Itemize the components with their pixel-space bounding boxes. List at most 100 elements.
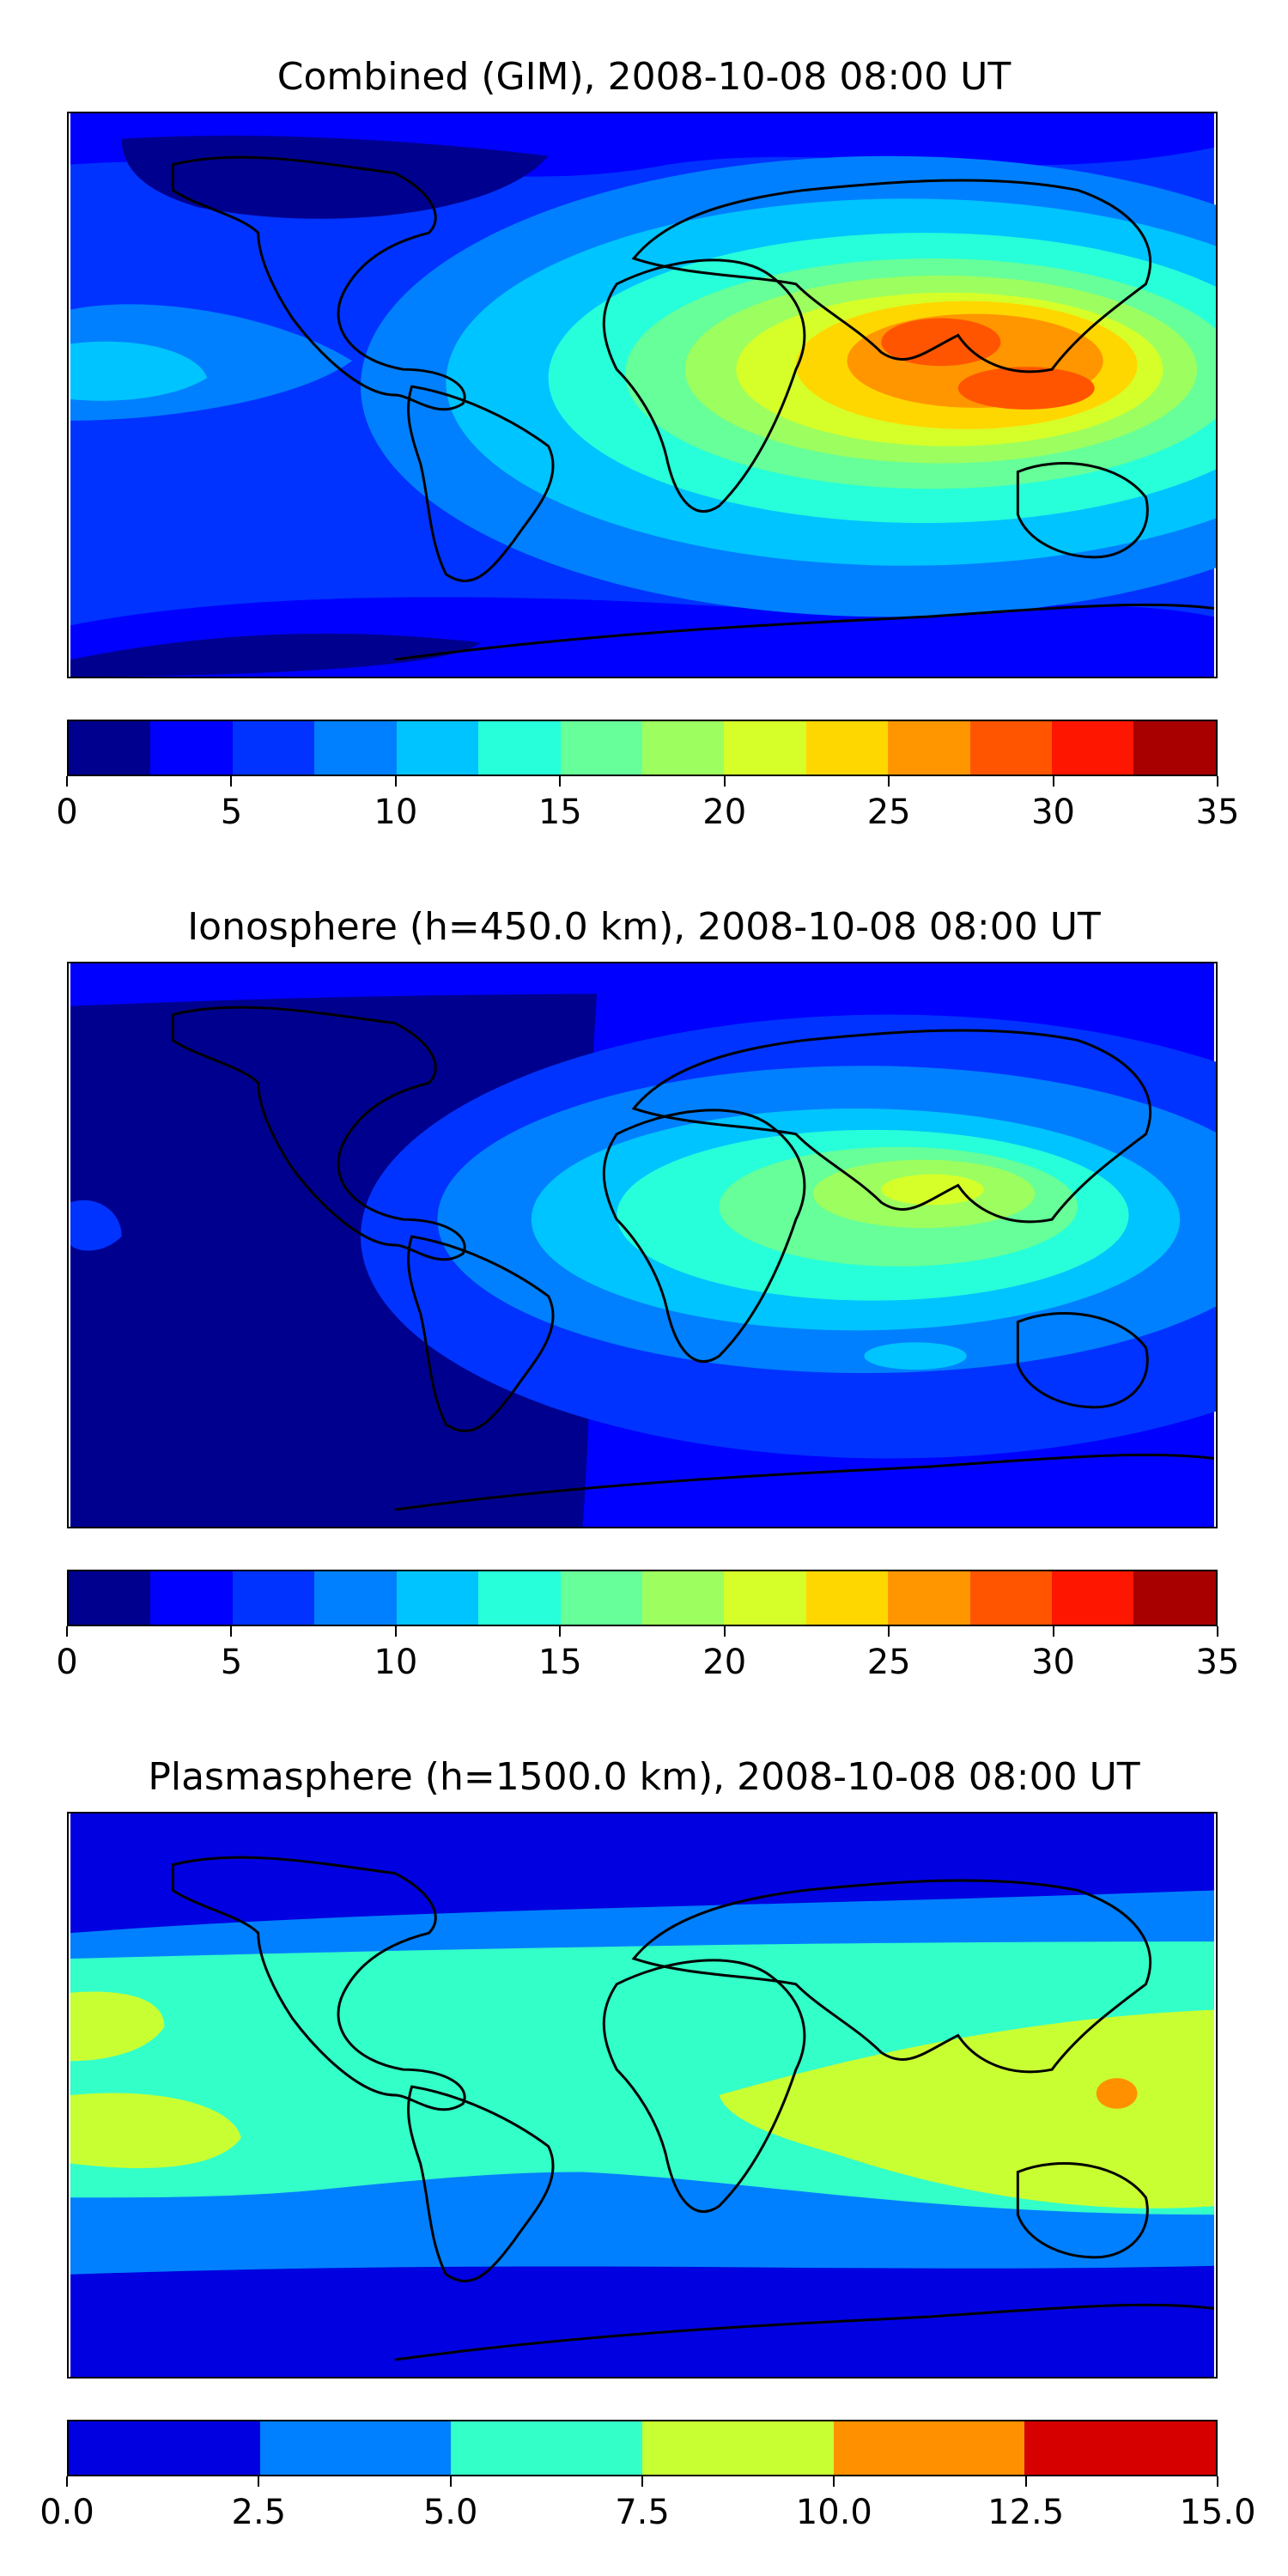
- new-guinea-level-10: [1096, 2078, 1138, 2109]
- colorbar-tick: [641, 2476, 643, 2487]
- colorbar-segment: [805, 721, 889, 775]
- colorbar-segment: [150, 721, 233, 775]
- colorbar-tick-label: 15.0: [1179, 2493, 1256, 2532]
- colorbar-segment: [724, 1571, 806, 1625]
- colorbar-tick: [394, 1626, 397, 1637]
- colorbar-ticks-ionosphere: 0 5 10 15 20 25 30 35: [56, 1626, 1239, 1682]
- colorbar-tick-label: 30: [1031, 793, 1076, 832]
- asia-pacific-level-7-5: [719, 2009, 1214, 2208]
- colorbar-combined: [67, 720, 1218, 776]
- africa-coast: [602, 258, 806, 513]
- colorbar-segment: [560, 1571, 642, 1625]
- colorbar-segment: [232, 721, 315, 775]
- colorbar-ticks-plasmasphere: 0.0 2.5 5.0 7.5 10.0 12.5 15.0: [39, 2476, 1256, 2532]
- colorbar-segment: [69, 721, 151, 775]
- colorbar-tick: [230, 776, 233, 787]
- colorbar-tick-label: 7.5: [615, 2493, 670, 2532]
- north-america-coast: [171, 155, 466, 411]
- colorbar-tick: [888, 1626, 890, 1637]
- colorbar-tick-label: 5.0: [422, 2493, 478, 2532]
- south-america-coast: [407, 1235, 555, 1433]
- colorbar-tick: [888, 776, 890, 787]
- north-america-coast: [171, 1856, 466, 2111]
- colorbar-tick-label: 0: [56, 1643, 78, 1682]
- colorbar-segment: [1052, 1571, 1134, 1625]
- colorbar-segment: [396, 1571, 479, 1625]
- colorbar-tick-label: 10.0: [795, 2493, 872, 2532]
- antarctica-coast: [394, 1453, 1215, 1511]
- colorbar-segment: [478, 721, 561, 775]
- colorbar-segment: [478, 1571, 561, 1625]
- colorbar-tick-label: 35: [1195, 793, 1240, 832]
- crest-level-30-south: [957, 367, 1095, 410]
- colorbar-tick-label: 5: [220, 1643, 243, 1682]
- coastlines: [171, 1005, 1215, 1511]
- north-america-coast: [171, 1005, 466, 1261]
- antarctica-coast: [394, 2303, 1215, 2361]
- colorbar-segment: [833, 2421, 1025, 2475]
- crest-level-30-north: [881, 318, 1001, 367]
- colorbar-ionosphere: [67, 1570, 1218, 1626]
- colorbar-tick: [66, 776, 68, 787]
- colorbar-tick: [1052, 776, 1054, 787]
- contour-map-ionosphere: [70, 963, 1216, 1527]
- panel-title-ionosphere: Ionosphere (h=450.0 km), 2008-10-08 08:0…: [187, 905, 1101, 949]
- colorbar-segment: [560, 721, 642, 775]
- colorbar-segment: [451, 2421, 643, 2475]
- colorbar-tick-label: 20: [702, 1643, 747, 1682]
- colorbar-tick: [1052, 1626, 1054, 1637]
- pacific-level-7-5-south: [70, 2093, 241, 2169]
- colorbar-tick: [559, 1626, 562, 1637]
- panel-title-combined: Combined (GIM), 2008-10-08 08:00 UT: [276, 55, 1012, 99]
- colorbar-tick: [258, 2476, 260, 2487]
- colorbar-tick-label: 0.0: [39, 2493, 94, 2532]
- colorbar-tick: [1024, 2476, 1027, 2487]
- eurasia-coast: [631, 179, 1151, 374]
- colorbar-tick-label: 0: [56, 793, 78, 832]
- colorbar-tick-label: 35: [1195, 1643, 1240, 1682]
- colorbar-tick: [723, 1626, 726, 1637]
- colorbar-tick: [66, 2476, 68, 2487]
- eurasia-coast: [631, 1879, 1151, 2074]
- australia-coast: [1016, 2162, 1149, 2259]
- antarctica-coast: [394, 603, 1215, 661]
- west-edge-level-5: [70, 1200, 122, 1251]
- contour-map-combined: [70, 113, 1216, 677]
- colorbar-tick-label: 5: [220, 793, 243, 832]
- africa-coast: [602, 1959, 806, 2213]
- colorbar-segment: [314, 721, 397, 775]
- colorbar-segment: [150, 1571, 233, 1625]
- colorbar-segment: [69, 1571, 151, 1625]
- map-combined: [67, 112, 1218, 678]
- colorbar-segment: [888, 1571, 970, 1625]
- south-low: [70, 633, 481, 677]
- australia-coast: [1016, 1312, 1149, 1409]
- colorbar-segment: [642, 2421, 834, 2475]
- colorbar-ticks-combined: 0 5 10 15 20 25 30 35: [56, 776, 1239, 832]
- colorbar-tick: [1217, 776, 1218, 787]
- colorbar-plasmasphere: [67, 2420, 1218, 2476]
- colorbar-tick-label: 30: [1031, 1643, 1076, 1682]
- coastlines: [171, 155, 1215, 661]
- colorbar-tick-label: 2.5: [231, 2493, 287, 2532]
- colorbar-segment: [69, 2421, 260, 2475]
- colorbar-segment: [259, 2421, 452, 2475]
- map-plasmasphere: [67, 1812, 1218, 2379]
- colorbar-segment: [805, 1571, 889, 1625]
- colorbar-tick: [449, 2476, 452, 2487]
- colorbar-tick: [1217, 1626, 1218, 1637]
- colorbar-tick: [230, 1626, 233, 1637]
- pacific-level-12: [70, 341, 208, 401]
- colorbar-segment: [641, 1571, 725, 1625]
- coastlines: [171, 1856, 1215, 2361]
- colorbar-segment: [314, 1571, 397, 1625]
- contour-map-plasmasphere: [70, 1814, 1215, 2377]
- colorbar-tick-label: 20: [702, 793, 747, 832]
- colorbar-segment: [1024, 2421, 1217, 2475]
- colorbar-segment: [396, 721, 479, 775]
- colorbar-segment: [232, 1571, 315, 1625]
- panel-title-plasmasphere: Plasmasphere (h=1500.0 km), 2008-10-08 0…: [148, 1755, 1140, 1799]
- colorbar-tick: [394, 776, 397, 787]
- south-america-coast: [407, 385, 555, 583]
- colorbar-tick-label: 25: [866, 1643, 911, 1682]
